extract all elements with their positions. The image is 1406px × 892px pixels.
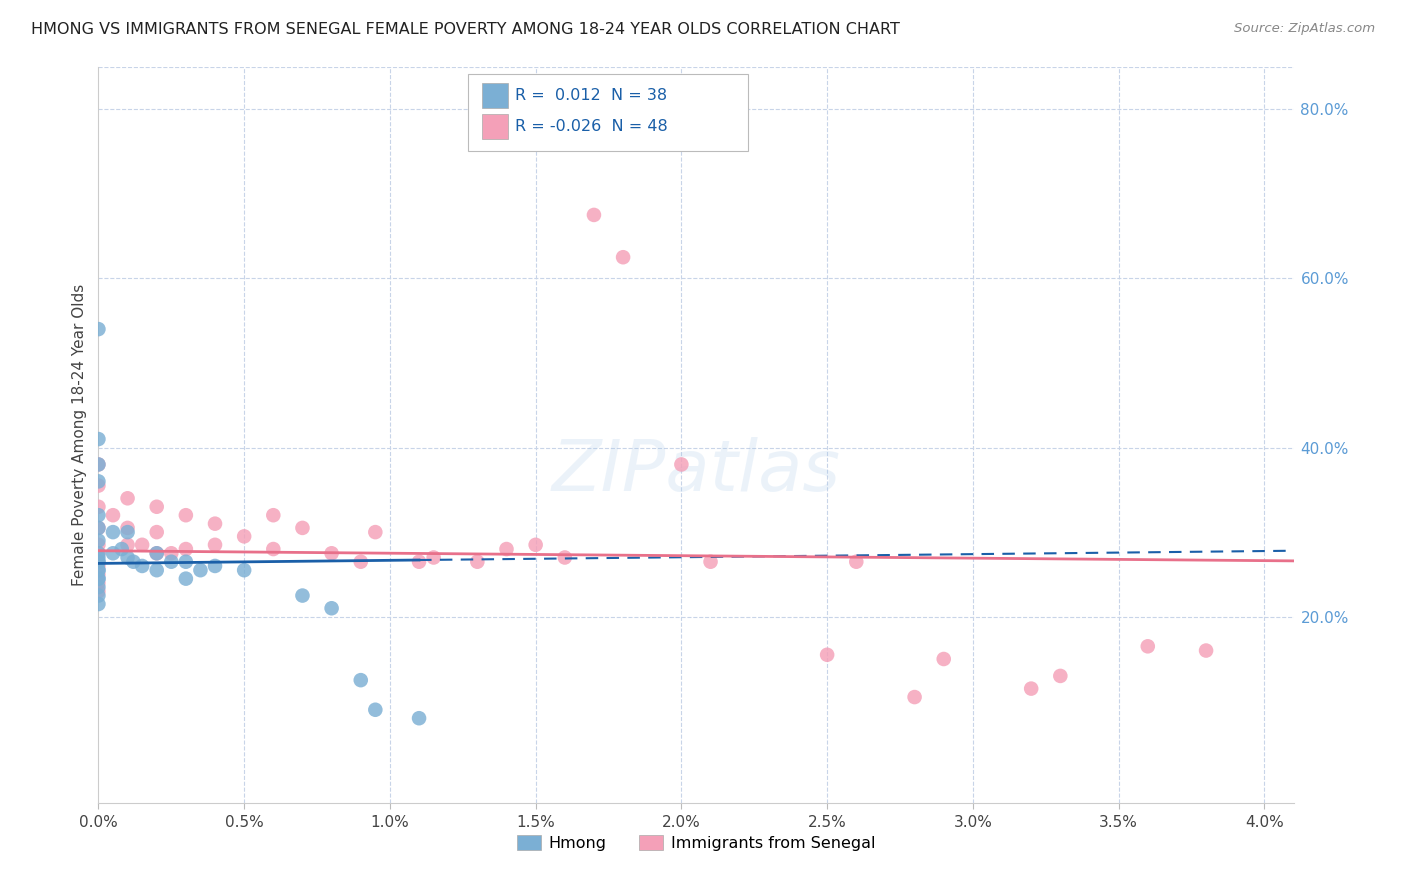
Point <box>145 525 167 540</box>
Point <box>612 250 634 264</box>
Point <box>87 322 110 336</box>
Point <box>87 521 110 535</box>
Point <box>174 572 197 586</box>
Point <box>321 546 343 560</box>
Point <box>204 558 226 573</box>
Point <box>815 648 838 662</box>
Text: ZIPatlas: ZIPatlas <box>551 437 841 506</box>
Point <box>87 575 110 590</box>
Point <box>87 580 110 594</box>
Text: Source: ZipAtlas.com: Source: ZipAtlas.com <box>1234 22 1375 36</box>
Point <box>524 538 547 552</box>
Point <box>291 589 314 603</box>
Point <box>160 546 183 560</box>
Point <box>87 538 110 552</box>
Point <box>87 555 110 569</box>
Point <box>699 555 721 569</box>
Point <box>321 601 343 615</box>
Point <box>582 208 605 222</box>
Point <box>350 555 373 569</box>
Point <box>467 555 489 569</box>
Point <box>174 555 197 569</box>
Point <box>262 508 284 523</box>
Point <box>131 558 153 573</box>
Point <box>87 458 110 472</box>
Point <box>291 521 314 535</box>
Point <box>174 542 197 557</box>
Point <box>408 711 430 725</box>
Point <box>131 538 153 552</box>
Point <box>262 542 284 557</box>
Point <box>145 546 167 560</box>
Point <box>145 546 167 560</box>
Point <box>174 508 197 523</box>
Point <box>117 525 139 540</box>
Point <box>87 563 110 577</box>
Point <box>350 673 373 688</box>
Point <box>87 555 110 569</box>
Point <box>87 558 110 573</box>
Point <box>87 546 110 560</box>
Point <box>422 550 444 565</box>
Point <box>554 550 576 565</box>
Point <box>87 521 110 535</box>
Point <box>87 533 110 548</box>
Point <box>87 508 110 523</box>
Point <box>932 652 955 666</box>
Point <box>364 525 387 540</box>
Point <box>190 563 212 577</box>
Point <box>903 690 925 704</box>
Point <box>671 458 693 472</box>
Point <box>122 555 145 569</box>
Point <box>1019 681 1042 696</box>
Point <box>160 555 183 569</box>
Point <box>87 584 110 599</box>
Point <box>87 458 110 472</box>
Point <box>117 538 139 552</box>
Point <box>145 563 167 577</box>
Point <box>87 432 110 446</box>
Point <box>117 491 139 506</box>
Text: R =  0.012  N = 38: R = 0.012 N = 38 <box>515 88 666 103</box>
Point <box>117 521 139 535</box>
Y-axis label: Female Poverty Among 18-24 Year Olds: Female Poverty Among 18-24 Year Olds <box>72 284 87 586</box>
Point <box>87 478 110 492</box>
Point <box>117 550 139 565</box>
Point <box>233 563 256 577</box>
Point <box>845 555 868 569</box>
Point <box>87 475 110 489</box>
Point <box>364 703 387 717</box>
Point <box>87 589 110 603</box>
Point <box>408 555 430 569</box>
Text: R = -0.026  N = 48: R = -0.026 N = 48 <box>515 120 668 134</box>
Point <box>204 516 226 531</box>
Point <box>101 525 124 540</box>
Point <box>111 542 134 557</box>
Point <box>87 563 110 577</box>
Point <box>87 500 110 514</box>
Point <box>87 572 110 586</box>
Point <box>101 546 124 560</box>
Point <box>87 572 110 586</box>
Point <box>87 546 110 560</box>
Point <box>87 597 110 611</box>
Point <box>101 508 124 523</box>
Point <box>1049 669 1071 683</box>
Point <box>87 550 110 565</box>
Point <box>87 567 110 582</box>
Legend: Hmong, Immigrants from Senegal: Hmong, Immigrants from Senegal <box>510 829 882 857</box>
Point <box>204 538 226 552</box>
Point <box>233 529 256 543</box>
Text: HMONG VS IMMIGRANTS FROM SENEGAL FEMALE POVERTY AMONG 18-24 YEAR OLDS CORRELATIO: HMONG VS IMMIGRANTS FROM SENEGAL FEMALE … <box>31 22 900 37</box>
Point <box>1195 643 1218 657</box>
Point <box>495 542 517 557</box>
Point <box>145 500 167 514</box>
Point <box>1136 640 1159 654</box>
